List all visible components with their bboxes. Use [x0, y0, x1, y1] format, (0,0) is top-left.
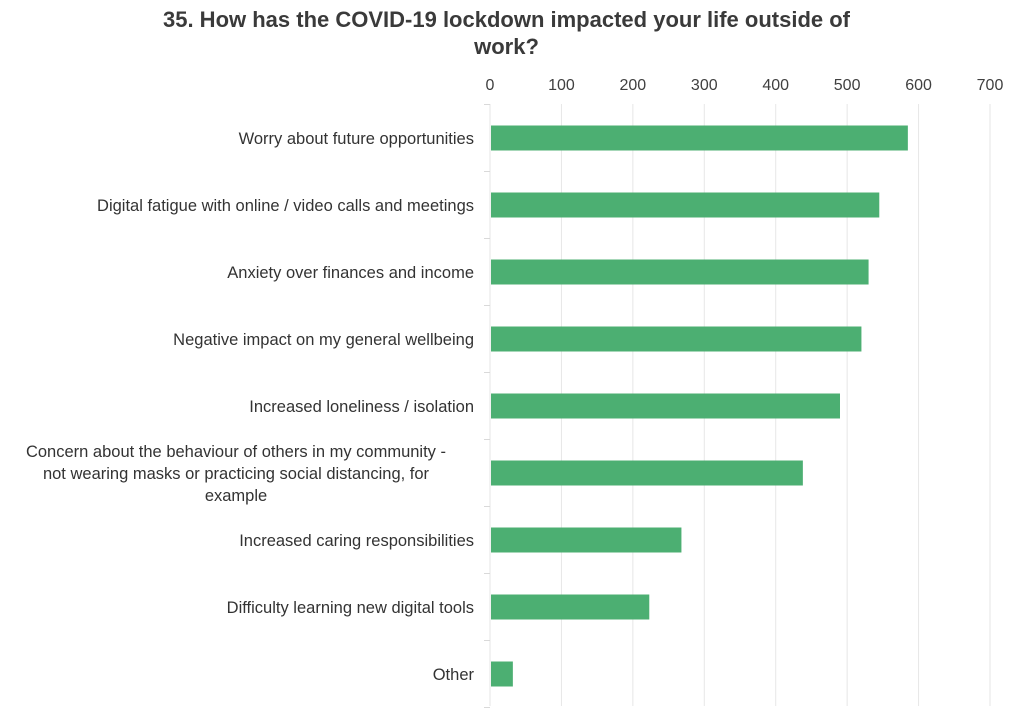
x-tick-label-600: 600	[905, 77, 932, 94]
bar-2	[491, 259, 869, 285]
bar-6	[491, 527, 682, 553]
bar-3	[491, 326, 862, 352]
x-tick-label-100: 100	[548, 77, 575, 94]
category-label-7: Difficulty learning new digital tools	[227, 599, 474, 617]
x-tick-label-0: 0	[486, 77, 495, 94]
category-label-6: Increased caring responsibilities	[239, 532, 474, 550]
x-tick-label-700: 700	[977, 77, 1004, 94]
x-tick-label-300: 300	[691, 77, 718, 94]
category-label-3: Negative impact on my general wellbeing	[173, 331, 474, 349]
bar-1	[491, 192, 880, 218]
category-label-2: Anxiety over finances and income	[227, 264, 474, 282]
x-tick-label-400: 400	[762, 77, 789, 94]
category-label-1: Digital fatigue with online / video call…	[97, 197, 474, 215]
bar-0	[491, 125, 908, 151]
x-tick-label-200: 200	[620, 77, 647, 94]
chart-title-line-2: work?	[474, 34, 539, 59]
category-label-4: Increased loneliness / isolation	[249, 398, 474, 416]
bar-7	[491, 594, 650, 620]
category-label-8: Other	[433, 666, 475, 684]
category-label-0: Worry about future opportunities	[239, 130, 474, 148]
bar-5	[491, 460, 803, 486]
chart-title-line-1: 35. How has the COVID-19 lockdown impact…	[162, 7, 850, 32]
category-label-5-line-0: Concern about the behaviour of others in…	[26, 443, 446, 461]
category-label-5-line-1: not wearing masks or practicing social d…	[43, 465, 430, 483]
x-tick-label-500: 500	[834, 77, 861, 94]
bar-4	[491, 393, 840, 419]
category-labels: Worry about future opportunities Digital …	[26, 130, 475, 684]
chart-title: 35. How has the COVID-19 lockdown impact…	[0, 6, 1013, 60]
bar-8	[491, 661, 513, 687]
bars	[491, 125, 908, 687]
x-axis-ticks: 0 100 200 300 400 500 600 700	[486, 77, 1004, 94]
category-label-5-line-2: example	[205, 487, 267, 505]
